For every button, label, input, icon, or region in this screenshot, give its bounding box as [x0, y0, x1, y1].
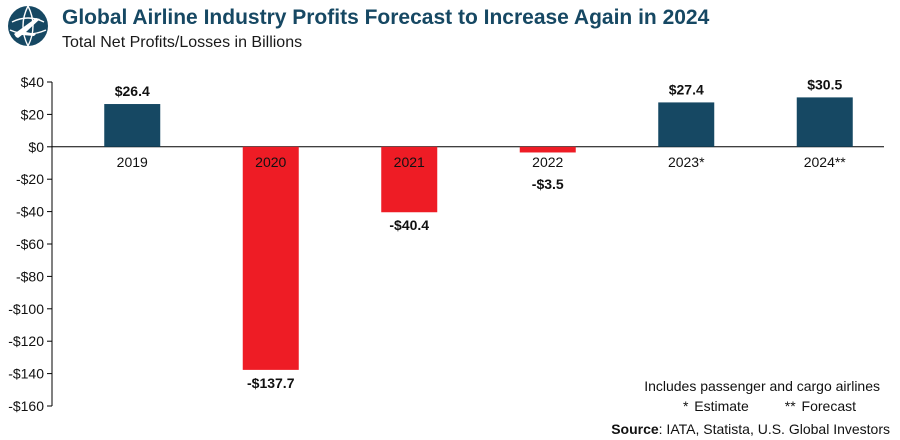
bars-group	[104, 97, 853, 370]
x-axis-labels: 2019 2020 2021 2022 2023* 2024**	[117, 154, 847, 170]
data-label: $30.5	[807, 76, 842, 92]
source-label: Source	[611, 421, 659, 437]
y-tick-label: -$120	[8, 333, 44, 349]
chart-note-airlines: Includes passenger and cargo airlines	[644, 378, 880, 394]
y-tick-label: -$60	[16, 236, 44, 252]
y-tick-label: -$80	[16, 268, 44, 284]
data-label: $26.4	[115, 83, 150, 99]
data-label: -$3.5	[532, 176, 564, 192]
bar-2023	[658, 102, 715, 147]
y-tick-label: -$140	[8, 366, 44, 382]
x-tick-label: 2023*	[668, 154, 705, 170]
y-tick-label: $0	[28, 139, 44, 155]
y-tick-label: -$20	[16, 171, 44, 187]
data-label: -$40.4	[389, 217, 429, 233]
bar-2024	[796, 97, 853, 147]
source-text: : IATA, Statista, U.S. Global Investors	[658, 421, 890, 437]
note-estimate: * Estimate	[682, 398, 749, 414]
globe-airplane-logo-icon	[8, 5, 48, 47]
y-tick-label: -$100	[8, 301, 44, 317]
chart-note-legend: * Estimate ** Forecast	[683, 398, 856, 414]
chart-subtitle: Total Net Profits/Losses in Billions	[62, 34, 303, 51]
data-label: -$137.7	[247, 375, 295, 391]
chart-header: Global Airline Industry Profits Forecast…	[0, 0, 900, 60]
x-tick-label: 2024**	[804, 154, 847, 170]
data-label: $27.4	[669, 81, 704, 97]
note-forecast: ** Forecast	[784, 398, 856, 414]
bar-2020	[242, 146, 299, 370]
bar-2021	[381, 146, 438, 213]
bar-2019	[104, 104, 161, 147]
y-tick-label: $20	[21, 106, 45, 122]
chart-source: Source: IATA, Statista, U.S. Global Inve…	[611, 421, 890, 437]
x-tick-label: 2021	[394, 154, 425, 170]
y-axis: $40 $20 $0 -$20 -$40 -$60 -$80 -$100 -$120 -$140 -…	[8, 74, 884, 414]
y-tick-label: $40	[21, 74, 45, 90]
y-tick-label: -$40	[16, 204, 44, 220]
x-tick-label: 2020	[255, 154, 286, 170]
chart-title: Global Airline Industry Profits Forecast…	[62, 6, 710, 29]
x-tick-label: 2019	[117, 154, 148, 170]
y-tick-label: -$160	[8, 398, 44, 414]
x-tick-label: 2022	[532, 154, 563, 170]
data-labels-group: $26.4 -$137.7 -$40.4 -$3.5 $27.4 $30.5	[115, 76, 843, 390]
bar-2022	[519, 146, 576, 153]
